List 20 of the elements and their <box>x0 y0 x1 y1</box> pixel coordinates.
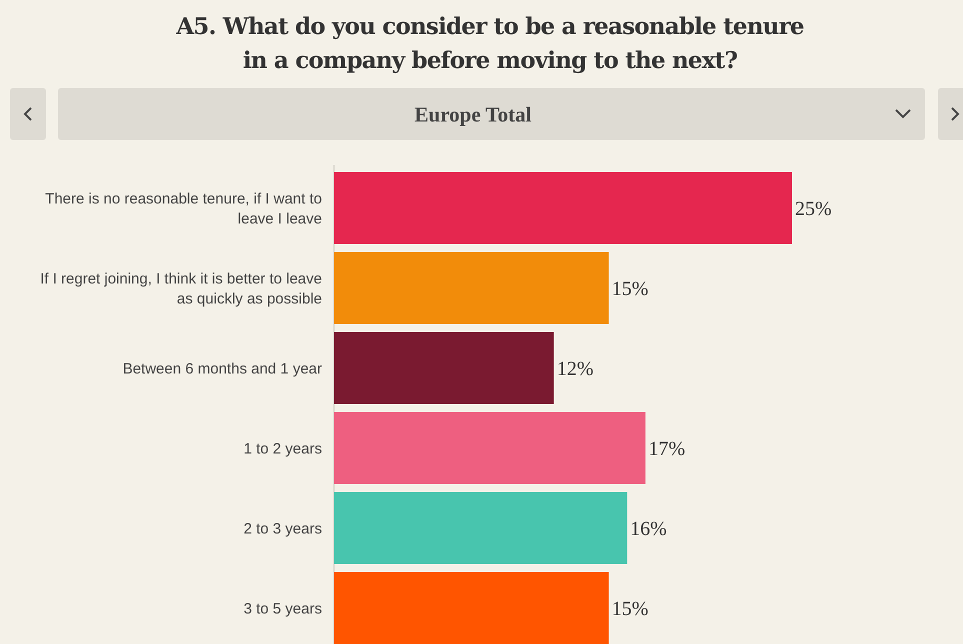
bar <box>334 412 646 484</box>
y-tick-label: 2 to 3 years <box>244 520 322 538</box>
bar <box>334 252 609 324</box>
chart-title: A5. What do you consider to be a reasonable tenure in a company before moving to the next? <box>175 13 804 74</box>
bar <box>334 172 792 244</box>
y-tick-label: Between 6 months and 1 year <box>122 360 322 378</box>
data-label: 12% <box>556 358 594 380</box>
y-tick-label: If I regret joining, I think it is better to leave as quickly as possible <box>40 270 322 308</box>
data-label: 15% <box>612 598 648 620</box>
bar <box>334 492 628 564</box>
bar <box>334 572 609 644</box>
data-label: 15% <box>612 278 648 300</box>
y-tick-label: There is no reasonable tenure, if I want to leave I leave <box>45 190 322 228</box>
data-label: 25% <box>795 198 832 220</box>
chart-subtitle: Europe Total <box>414 102 532 126</box>
y-tick-label: 1 to 2 years <box>244 440 322 458</box>
data-label: 16% <box>630 518 667 540</box>
bar <box>334 332 554 404</box>
y-tick-label: 3 to 5 years <box>244 600 322 618</box>
data-label: 17% <box>648 438 686 460</box>
